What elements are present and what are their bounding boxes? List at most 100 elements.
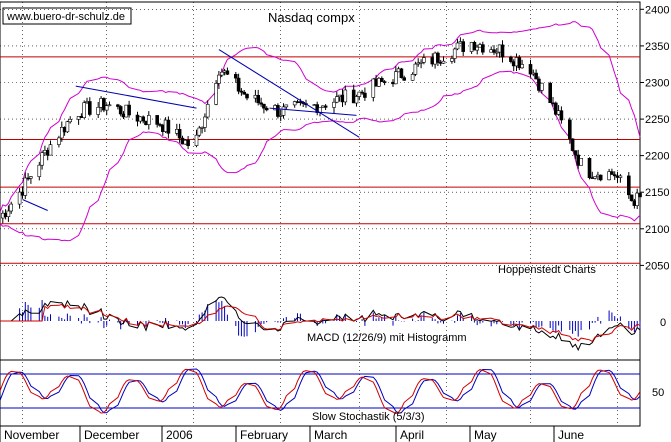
candle-body: [337, 94, 342, 97]
candle-body: [155, 115, 159, 125]
candle-body: [194, 134, 199, 146]
macd-line: [0, 296, 641, 352]
candle-body: [225, 70, 230, 75]
candle-body: [567, 119, 572, 140]
candle-body: [59, 127, 64, 139]
candle-body: [615, 175, 620, 178]
candle-body: [534, 72, 538, 80]
x-tick-label: November: [4, 428, 59, 442]
y-tick-label: 50: [652, 387, 664, 399]
y-tick-label: 2200: [645, 151, 669, 163]
candle-body: [242, 91, 246, 95]
candle-body: [200, 127, 204, 129]
lower-bollinger-band: [0, 70, 641, 242]
candle-body: [147, 115, 151, 125]
trend-line: [269, 107, 357, 116]
candle-body: [332, 101, 336, 108]
candle-body: [57, 137, 61, 145]
candle-body: [186, 140, 190, 147]
x-axis-labels: November December 2006 February March April Ma…: [0, 426, 584, 442]
trend-line: [218, 49, 360, 138]
candle-body: [570, 138, 575, 151]
candle-body: [475, 46, 480, 51]
candle-body: [116, 104, 120, 107]
candle-body: [65, 121, 70, 133]
candle-body: [548, 82, 553, 103]
x-tick-label: June: [558, 428, 584, 442]
candle-body: [264, 107, 269, 111]
candle-body: [118, 106, 123, 115]
x-tick-label: 2006: [166, 428, 193, 442]
candle-body: [96, 107, 100, 115]
candle-body: [559, 110, 564, 121]
stochastic-d-line: [0, 368, 641, 414]
candle-body: [492, 49, 496, 53]
candle-body: [135, 114, 140, 122]
candle-body: [413, 63, 418, 75]
candle-body: [377, 78, 381, 87]
candle-body: [638, 192, 642, 198]
bollinger-bands: [0, 21, 641, 242]
candle-body: [220, 71, 224, 76]
y-tick-label: 2400: [645, 4, 669, 16]
stochastic-caption: Slow Stochastik (5/3/3): [312, 411, 425, 423]
macd-signal-line: [0, 303, 641, 343]
macd-caption: MACD (12/26/9) mit Histogramm: [307, 332, 467, 344]
candle-body: [520, 64, 524, 69]
candle-body: [382, 81, 387, 83]
candle-body: [573, 150, 578, 156]
candle-body: [354, 96, 359, 104]
candle-body: [37, 164, 42, 177]
candle-body: [494, 51, 499, 54]
candle-body: [292, 101, 297, 106]
candle-body: [363, 92, 367, 98]
x-tick-label: May: [474, 428, 497, 442]
trend-line: [22, 199, 48, 211]
candle-body: [629, 194, 634, 202]
y-axis-ticks: 2050 2100 2150 2200 2250 2300 2350 2400 0 50: [640, 4, 669, 399]
candle-body: [607, 171, 611, 181]
candle-body: [334, 96, 339, 103]
stochastic-k-line: [0, 368, 641, 415]
candle-body: [284, 104, 289, 108]
candle-body: [461, 41, 466, 52]
candle-body: [593, 176, 597, 179]
candle-body: [539, 82, 544, 91]
candle-body: [102, 98, 106, 111]
candle-body: [104, 105, 109, 111]
candle-body: [517, 57, 522, 69]
y-tick-label: 0: [660, 317, 666, 329]
candle-body: [281, 106, 286, 116]
stochastic-panel: [0, 368, 641, 415]
chart-title: Nasdaq compx: [268, 10, 355, 25]
candle-body: [256, 95, 261, 104]
candle-body: [452, 48, 457, 59]
candle-body: [422, 57, 426, 63]
watermark-text: www.buero-dr-schulz.de: [6, 11, 125, 23]
candle-body: [68, 119, 72, 123]
x-tick-label: March: [314, 428, 347, 442]
y-tick-label: 2250: [645, 114, 669, 126]
trend-lines: [22, 49, 360, 211]
candle-body: [553, 102, 558, 115]
candle-body: [371, 78, 376, 98]
candle-body: [127, 104, 131, 116]
candle-body: [410, 74, 415, 81]
candle-body: [587, 158, 592, 179]
candle-body: [579, 158, 583, 166]
candle-body: [379, 78, 384, 82]
candle-body: [217, 74, 221, 84]
x-tick-label: April: [400, 428, 424, 442]
candle-body: [276, 105, 280, 117]
candle-body: [48, 144, 53, 156]
y-tick-label: 2300: [645, 78, 669, 90]
candle-body: [419, 61, 423, 64]
candle-body: [343, 89, 348, 103]
candle-body: [259, 102, 263, 105]
candle-body: [402, 77, 407, 81]
horizontal-resistance-lines: [0, 56, 640, 264]
candle-body: [9, 203, 13, 212]
candle-body: [576, 154, 581, 166]
trend-line: [75, 85, 197, 109]
